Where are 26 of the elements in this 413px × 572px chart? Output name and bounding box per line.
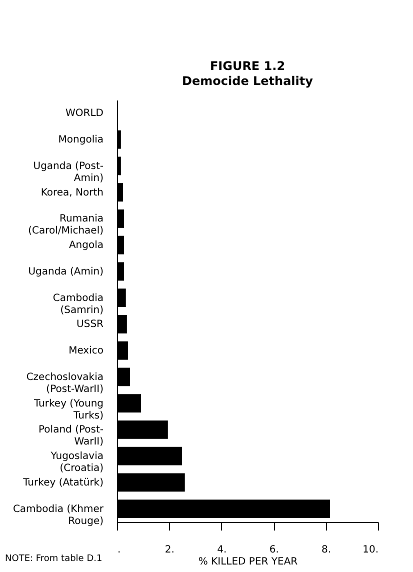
x-tick-label: 10. bbox=[362, 544, 378, 556]
y-tick-label: Uganda (Amin) bbox=[28, 266, 104, 278]
y-tick-label: Angola bbox=[68, 240, 104, 252]
y-tick-label: Uganda (Post-Amin) bbox=[33, 160, 104, 184]
y-tick-label: Rumania (Carol/Michael) bbox=[28, 214, 104, 237]
chart-subtitle: Democide Lethality bbox=[182, 74, 314, 88]
x-tick-label: 6. bbox=[269, 544, 279, 556]
y-tick-label: Korea, North bbox=[40, 187, 104, 198]
y-tick-label: Cambodia (Samrin) bbox=[52, 292, 104, 316]
y-tick-label: Yugoslavia (Croatia) bbox=[50, 451, 104, 474]
y-tick-label: Poland (Post-WarII) bbox=[38, 424, 104, 448]
y-tick-label: WORLD bbox=[66, 108, 104, 120]
x-axis-title: % KILLED PER YEAR bbox=[198, 556, 298, 568]
y-tick-label: Turkey (Young Turks) bbox=[32, 398, 104, 422]
y-tick-label: Czechoslovakia (Post-WarII) bbox=[26, 372, 104, 395]
x-tick-label: 2. bbox=[164, 544, 174, 556]
y-tick-label: Cambodia (Khmer Rouge) bbox=[12, 504, 104, 527]
text: NOTE: From table D.1 bbox=[5, 554, 102, 564]
x-tick-label: . bbox=[118, 544, 121, 556]
y-tick-label: Mongolia bbox=[58, 134, 104, 146]
x-tick-label: 8. bbox=[322, 544, 332, 556]
y-tick-label: Mexico bbox=[68, 346, 104, 357]
y-tick-label: Turkey (Atatürk) bbox=[22, 477, 104, 488]
x-tick-label: 4. bbox=[217, 544, 227, 556]
chart-title: FIGURE 1.2 bbox=[210, 59, 286, 73]
y-tick-label: USSR bbox=[76, 319, 104, 330]
